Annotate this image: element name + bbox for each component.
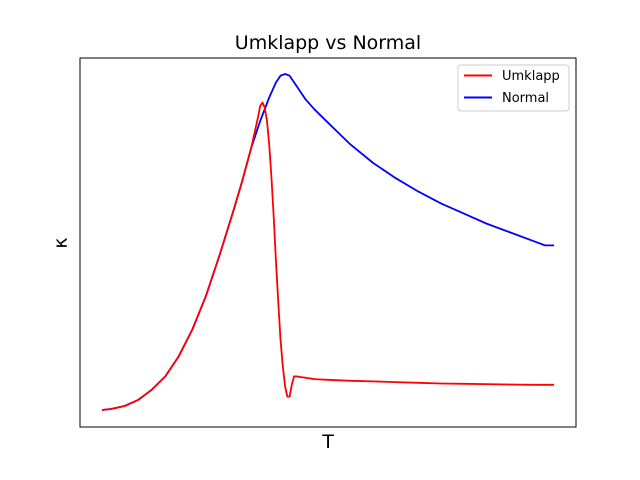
y-axis-label: κ (50, 237, 72, 248)
legend-label-umklapp: Umklapp (502, 69, 560, 84)
plot-area (79, 57, 577, 428)
x-axis-label: T (321, 431, 334, 453)
legend: Umklapp Normal (457, 64, 570, 112)
series-line-umklapp (101, 101, 554, 411)
series-layer (101, 73, 554, 411)
legend-label-normal: Normal (502, 91, 549, 106)
chart-title: Umklapp vs Normal (235, 32, 421, 54)
axes-frame (79, 57, 577, 428)
